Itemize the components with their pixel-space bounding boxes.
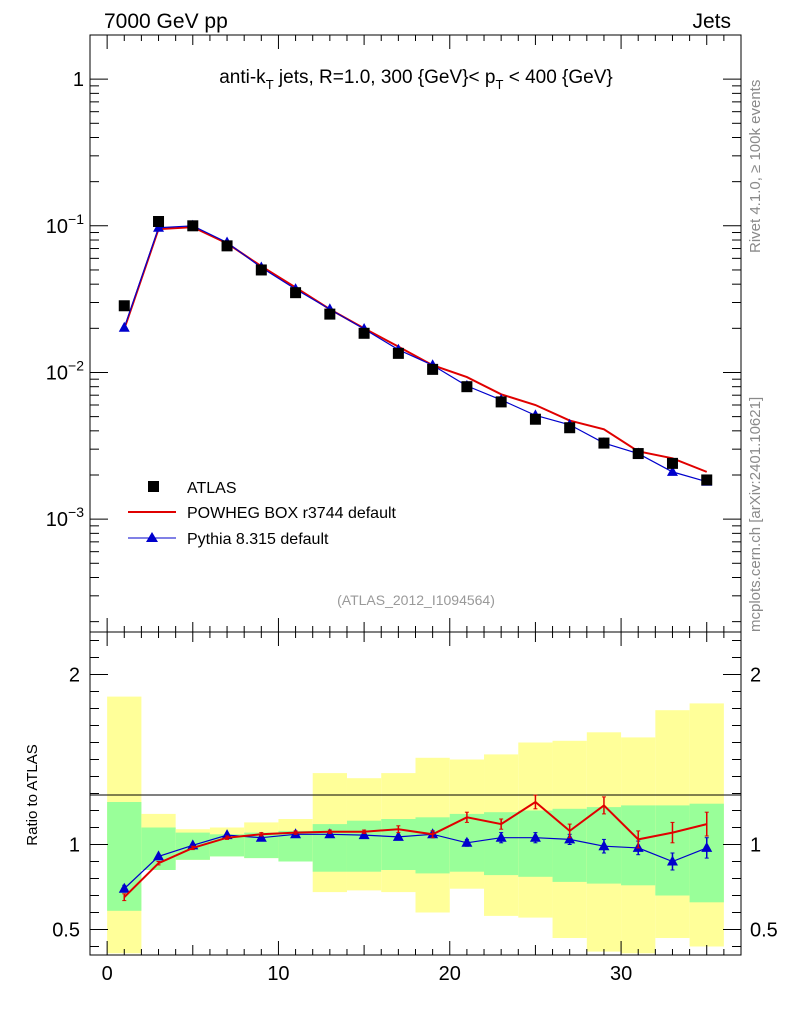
- legend-pythia-marker: [146, 532, 158, 542]
- ratio-uncertainty-bands: [107, 696, 724, 954]
- title-suffix: < 400 {GeV}: [503, 67, 612, 88]
- main-y-tick-label: 10−3: [46, 504, 84, 531]
- tick-exponent: −2: [68, 357, 84, 373]
- x-tick-labels: 0 10 20 30: [102, 963, 633, 985]
- main-y-tick-label: 10−1: [46, 211, 84, 238]
- inner-band-bin: [415, 817, 450, 874]
- atlas-point: [701, 474, 713, 486]
- ratio-series: [118, 794, 713, 902]
- ratio-ticks: [90, 632, 741, 955]
- legend-pythia-label: Pythia 8.315 default: [187, 531, 329, 548]
- pythia-line: [123, 225, 707, 483]
- main-panel: 110−110−210−3 anti-kT jets, R=1.0, 300 {…: [46, 34, 742, 633]
- x-tick-label: 10: [267, 963, 289, 985]
- plot-title: anti-kT jets, R=1.0, 300 {GeV}< pT < 400…: [219, 67, 613, 92]
- pythia-point: [118, 321, 130, 332]
- title-sub1: T: [266, 77, 274, 92]
- tick-base: 10: [46, 509, 68, 531]
- main-ticks: [90, 34, 741, 632]
- pythia-ratio-point: [153, 850, 165, 861]
- atlas-point: [324, 308, 336, 320]
- pythia-ratio-point: [598, 840, 610, 851]
- main-series: [118, 216, 713, 486]
- atlas-point: [666, 457, 678, 469]
- inner-band-bin: [518, 810, 553, 877]
- ratio-y-tick-label-right: 1: [750, 835, 761, 857]
- atlas-point: [632, 448, 644, 460]
- ratio-y-tick-label-right: 0.5: [750, 920, 778, 942]
- legend-atlas-label: ATLAS: [187, 480, 237, 497]
- inner-band-bin: [346, 820, 382, 872]
- header-left: 7000 GeV pp: [104, 10, 228, 33]
- ratio-panel: 0.5 0.5 1 1 2 2 0 10 20 30 Ratio to ATLAS: [24, 631, 778, 985]
- tick-exponent: −3: [68, 504, 84, 520]
- header-right: Jets: [692, 10, 731, 33]
- ratio-y-tick-label-left: 0.5: [52, 920, 80, 942]
- legend-atlas-marker: [148, 481, 159, 492]
- pythia-ratio-point: [392, 830, 404, 841]
- title-prefix: anti-k: [219, 67, 266, 88]
- atlas-point: [564, 422, 576, 434]
- main-y-tick-labels: 110−110−210−3: [46, 69, 84, 531]
- atlas-point: [598, 437, 610, 449]
- pythia-ratio-point: [495, 831, 507, 842]
- atlas-point: [529, 413, 541, 425]
- pythia-ratio-point: [701, 841, 713, 852]
- tick-base: 1: [73, 69, 84, 91]
- x-tick-label: 20: [439, 963, 461, 985]
- atlas-point: [427, 363, 439, 375]
- ratio-y-axis-label: Ratio to ATLAS: [24, 744, 41, 845]
- pythia-ratio-point: [564, 833, 576, 844]
- ratio-y-tick-label-left: 1: [69, 835, 80, 857]
- title-sub2: T: [495, 77, 503, 92]
- pythia-ratio-line: [123, 833, 707, 890]
- atlas-point: [461, 381, 473, 393]
- pythia-ratio-point: [255, 831, 267, 842]
- atlas-point: [290, 287, 302, 299]
- legend: ATLAS POWHEG BOX r3744 default Pythia 8.…: [128, 480, 397, 548]
- atlas-point: [255, 264, 267, 276]
- tick-base: 10: [46, 362, 68, 384]
- tick-base: 10: [46, 216, 68, 238]
- atlas-point: [118, 300, 130, 312]
- main-y-tick-label: 10−2: [46, 357, 84, 384]
- legend-powheg-label: POWHEG BOX r3744 default: [187, 505, 397, 522]
- pythia-ratio-point: [358, 829, 370, 840]
- pythia-ratio-point: [529, 831, 541, 842]
- atlas-point: [495, 396, 507, 408]
- rivet-label: Rivet 4.1.0, ≥ 100k events: [747, 80, 764, 253]
- atlas-point: [153, 216, 165, 228]
- ratio-y-tick-label-right: 2: [750, 665, 761, 687]
- powheg-line: [123, 226, 708, 473]
- pythia-ratio-point: [666, 855, 678, 866]
- mcplots-label: mcplots.cern.ch [arXiv:2401.10621]: [747, 397, 764, 632]
- pythia-point: [666, 465, 678, 476]
- pythia-ratio-point: [118, 882, 130, 893]
- ratio-y-tick-labels: 0.5 0.5 1 1 2 2: [52, 665, 778, 942]
- tick-exponent: −1: [68, 211, 84, 227]
- powheg-ratio-line: [123, 800, 707, 898]
- atlas-point: [187, 220, 199, 232]
- x-tick-label: 30: [610, 963, 632, 985]
- atlas-point: [392, 347, 404, 359]
- inner-band-bin: [655, 805, 690, 896]
- pythia-ratio-point: [461, 836, 473, 847]
- analysis-id: (ATLAS_2012_I1094564): [337, 592, 495, 608]
- title-middle: jets, R=1.0, 300 {GeV}< p: [274, 67, 496, 88]
- ratio-y-tick-label-left: 2: [69, 665, 80, 687]
- main-y-tick-label: 1: [73, 69, 84, 91]
- atlas-point: [221, 240, 233, 252]
- atlas-point: [358, 327, 370, 339]
- x-tick-label: 0: [102, 963, 113, 985]
